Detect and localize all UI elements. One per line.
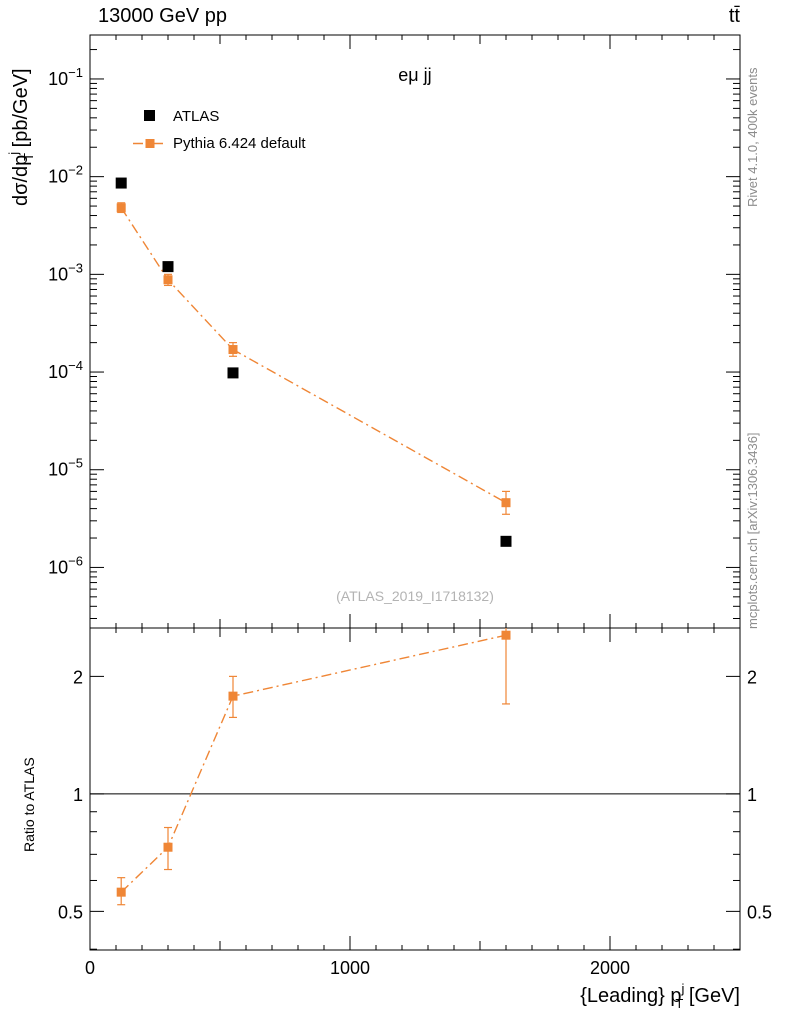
- ratio-marker: [501, 630, 511, 640]
- pythia-marker: [116, 203, 126, 213]
- x-tick-label: 2000: [590, 958, 630, 978]
- ratio-line: [120, 634, 507, 893]
- ratio-marker: [228, 691, 238, 701]
- ratio-panel-frame: [89, 627, 741, 951]
- y-tick-label: 10−4: [48, 358, 83, 382]
- atlas-marker: [227, 367, 239, 379]
- legend-label-atlas: ATLAS: [173, 108, 219, 125]
- legend-marker-pythia: [145, 139, 155, 148]
- y-tick-label: 10−1: [48, 65, 83, 89]
- rivet-version-label: Rivet 4.1.0, 400k events: [745, 67, 760, 207]
- mcplots-reference-label: mcplots.cern.ch [arXiv:1306.3436]: [745, 432, 760, 629]
- ratio-tick-label: 1: [73, 785, 83, 805]
- y-tick-label: 10−3: [48, 260, 83, 284]
- y-tick-label: 10−6: [48, 553, 83, 577]
- atlas-marker: [162, 261, 174, 273]
- pythia-marker: [163, 275, 173, 285]
- y-tick-label: 10−5: [48, 456, 83, 480]
- ratio-tick-label: 1: [747, 785, 757, 805]
- y-tick-label: 10−2: [48, 163, 83, 187]
- pythia-line: [120, 207, 507, 504]
- analysis-id-watermark: (ATLAS_2019_I1718132): [336, 588, 494, 604]
- axes-group: [89, 34, 741, 951]
- x-tick-label: 1000: [330, 958, 370, 978]
- legend-label-pythia: Pythia 6.424 default: [173, 135, 306, 152]
- observable-label: eμ jj: [398, 65, 431, 85]
- atlas-marker: [115, 177, 127, 189]
- ratio-axis-title: Ratio to ATLAS: [21, 757, 37, 852]
- x-tick-label: 0: [85, 958, 95, 978]
- atlas-marker: [500, 535, 512, 547]
- ratio-tick-label: 2: [73, 667, 83, 687]
- legend-marker-atlas: [144, 110, 155, 121]
- pythia-marker: [228, 345, 238, 355]
- legend: ATLAS Pythia 6.424 default: [133, 108, 306, 152]
- y-axis-title: dσ/dpjT [pb/GeV]: [6, 68, 36, 206]
- axis-labels-group: 0 1000 2000 10−1 10−2 10−3 10−4 10−5 10−6 0.5 0.5 1…: [6, 65, 772, 1011]
- ratio-tick-label: 0.5: [747, 902, 772, 922]
- x-axis-title: {Leading} pj T [GeV]: [580, 981, 740, 1011]
- ratio-tick-label: 2: [747, 667, 757, 687]
- main-series-group: [115, 177, 512, 547]
- ratio-series-group: [116, 628, 511, 906]
- ratio-marker: [116, 887, 126, 897]
- header-beam-energy: 13000 GeV pp: [98, 5, 227, 27]
- pythia-marker: [501, 498, 511, 508]
- ratio-tick-label: 0.5: [58, 902, 83, 922]
- ratio-clipped-group: [117, 628, 510, 906]
- header-process: tt̄: [729, 5, 741, 27]
- ratio-marker: [163, 842, 173, 852]
